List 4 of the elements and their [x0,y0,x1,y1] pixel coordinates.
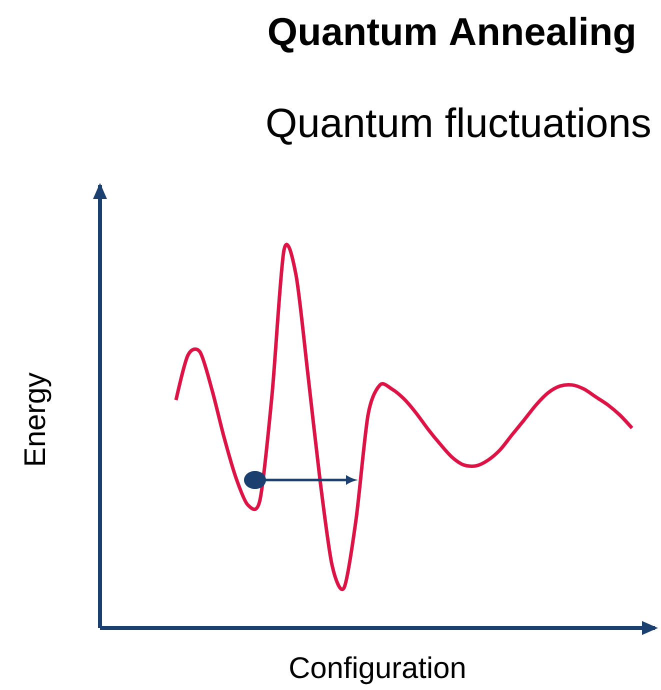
chart-subtitle: Quantum fluctuations [267,107,650,145]
y-axis-title: Energy [24,372,52,465]
chart-title: Quantum Annealing [268,16,634,54]
x-axis-title: Configuration [290,656,464,684]
